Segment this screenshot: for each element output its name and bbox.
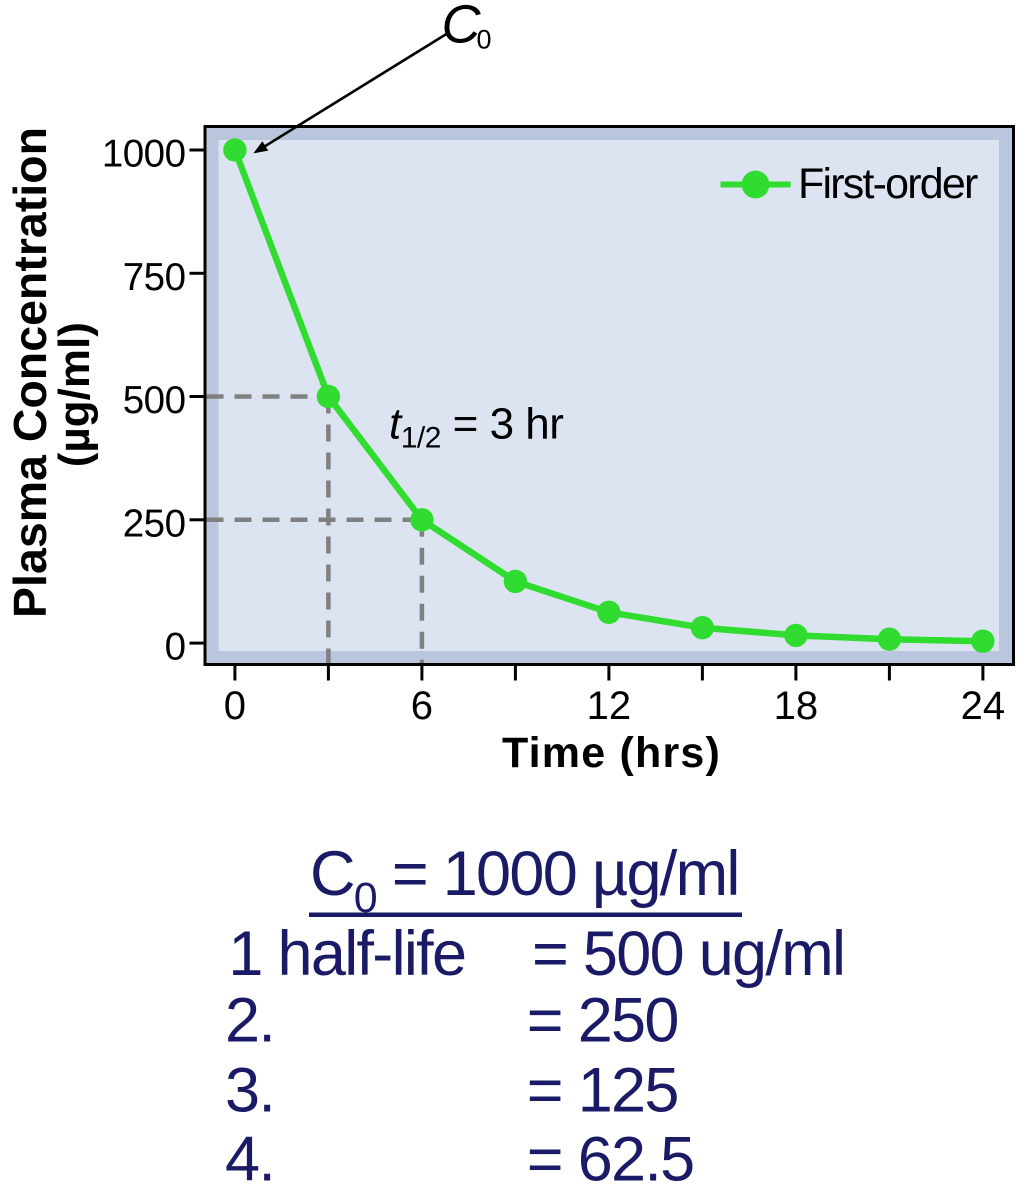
svg-text:1000: 1000: [102, 133, 186, 176]
svg-text:C: C: [442, 0, 482, 54]
svg-text:= 125: = 125: [527, 1056, 678, 1126]
svg-text:4.: 4.: [225, 1125, 274, 1188]
svg-text:0: 0: [165, 626, 186, 669]
svg-text:0: 0: [224, 684, 246, 728]
svg-text:t1/2 = 3 hr: t1/2 = 3 hr: [389, 400, 563, 455]
svg-text:Plasma Concentration: Plasma Concentration: [4, 127, 56, 618]
svg-text:3.: 3.: [225, 1056, 274, 1126]
svg-text:18: 18: [774, 684, 819, 728]
svg-text:= 250: = 250: [527, 985, 678, 1055]
svg-text:1 half-life: 1 half-life: [228, 919, 465, 989]
svg-text:12: 12: [587, 684, 632, 728]
svg-text:(µg/ml): (µg/ml): [50, 322, 99, 467]
svg-text:= 500 ug/ml: = 500 ug/ml: [532, 919, 844, 989]
svg-text:C0 = 1000 µg/ml: C0 = 1000 µg/ml: [310, 839, 739, 922]
svg-text:750: 750: [123, 256, 186, 299]
svg-text:500: 500: [123, 379, 186, 422]
svg-text:Time (hrs): Time (hrs): [502, 729, 721, 777]
svg-text:= 62.5: = 62.5: [527, 1125, 694, 1188]
svg-text:First-order: First-order: [798, 160, 978, 208]
svg-text:0: 0: [477, 24, 492, 54]
svg-text:2.: 2.: [225, 985, 274, 1055]
svg-text:24: 24: [961, 684, 1006, 728]
svg-text:250: 250: [123, 502, 186, 545]
svg-text:6: 6: [411, 684, 433, 728]
